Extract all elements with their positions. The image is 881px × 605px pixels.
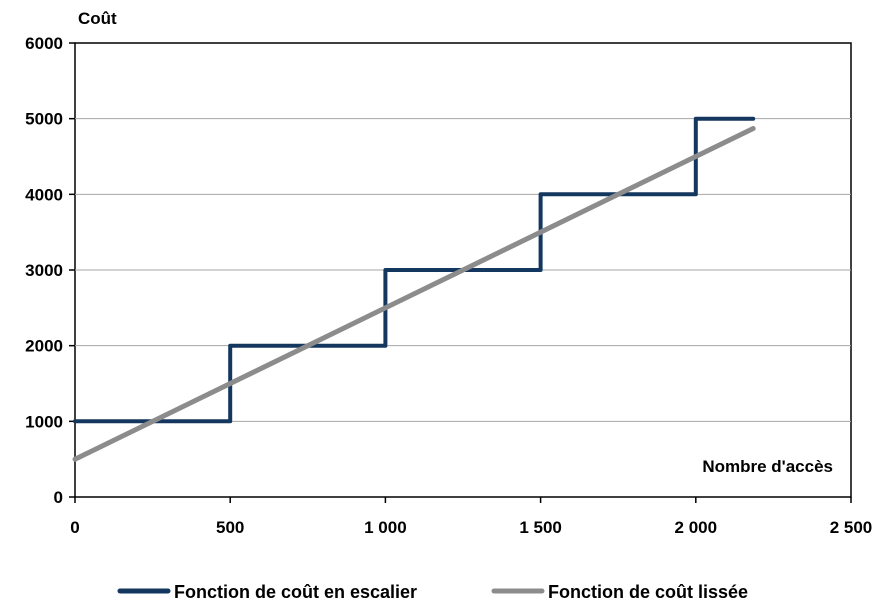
y-tick-label-0: 0 bbox=[54, 488, 63, 507]
x-tick-label-0: 0 bbox=[70, 518, 79, 537]
legend: Fonction de coût en escalier Fonction de… bbox=[117, 582, 748, 602]
y-tick-label-5000: 5000 bbox=[25, 110, 63, 129]
y-tick-label-6000: 6000 bbox=[25, 34, 63, 53]
legend-label-escalier: Fonction de coût en escalier bbox=[174, 582, 417, 602]
legend-label-lissee: Fonction de coût lissée bbox=[548, 582, 748, 602]
x-tick-label-2500: 2 500 bbox=[830, 518, 873, 537]
x-tick-label-1500: 1 500 bbox=[519, 518, 562, 537]
y-tick-label-4000: 4000 bbox=[25, 185, 63, 204]
x-tick-label-2000: 2 000 bbox=[675, 518, 718, 537]
y-tick-label-3000: 3000 bbox=[25, 261, 63, 280]
series-lines bbox=[72, 116, 756, 462]
x-axis-title: Nombre d'accès bbox=[702, 457, 833, 476]
y-tick-label-1000: 1000 bbox=[25, 412, 63, 431]
y-axis-title: Coût bbox=[78, 9, 117, 28]
series-line-lissee bbox=[72, 126, 756, 462]
x-tick-label-500: 500 bbox=[216, 518, 244, 537]
y-tick-label-2000: 2000 bbox=[25, 337, 63, 356]
x-tick-label-1000: 1 000 bbox=[364, 518, 407, 537]
